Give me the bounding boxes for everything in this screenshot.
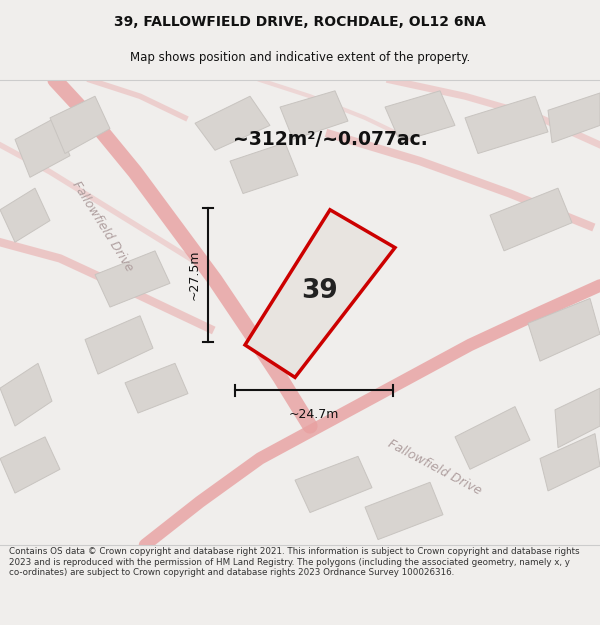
Polygon shape bbox=[490, 188, 572, 251]
Text: ~27.5m: ~27.5m bbox=[187, 249, 200, 300]
Polygon shape bbox=[528, 299, 600, 361]
Polygon shape bbox=[125, 363, 188, 413]
Polygon shape bbox=[455, 407, 530, 469]
Polygon shape bbox=[280, 91, 348, 139]
Polygon shape bbox=[555, 388, 600, 448]
Polygon shape bbox=[95, 251, 170, 307]
Polygon shape bbox=[0, 188, 50, 242]
Polygon shape bbox=[540, 434, 600, 491]
Text: 39, FALLOWFIELD DRIVE, ROCHDALE, OL12 6NA: 39, FALLOWFIELD DRIVE, ROCHDALE, OL12 6N… bbox=[114, 16, 486, 29]
Polygon shape bbox=[0, 363, 52, 426]
Text: 39: 39 bbox=[302, 278, 338, 304]
Polygon shape bbox=[85, 316, 153, 374]
Text: Map shows position and indicative extent of the property.: Map shows position and indicative extent… bbox=[130, 51, 470, 64]
Polygon shape bbox=[195, 96, 270, 150]
Text: Fallowfield Drive: Fallowfield Drive bbox=[386, 437, 484, 498]
Polygon shape bbox=[295, 456, 372, 512]
Polygon shape bbox=[465, 96, 548, 154]
Polygon shape bbox=[230, 142, 298, 194]
Polygon shape bbox=[245, 210, 395, 378]
Polygon shape bbox=[0, 437, 60, 493]
Text: Fallowfield Drive: Fallowfield Drive bbox=[70, 178, 136, 274]
Polygon shape bbox=[365, 482, 443, 539]
Polygon shape bbox=[385, 91, 455, 142]
Polygon shape bbox=[548, 93, 600, 142]
Polygon shape bbox=[15, 118, 70, 178]
Polygon shape bbox=[50, 96, 110, 154]
Text: Contains OS data © Crown copyright and database right 2021. This information is : Contains OS data © Crown copyright and d… bbox=[9, 548, 580, 578]
Text: ~312m²/~0.077ac.: ~312m²/~0.077ac. bbox=[233, 130, 427, 149]
Text: ~24.7m: ~24.7m bbox=[289, 408, 339, 421]
